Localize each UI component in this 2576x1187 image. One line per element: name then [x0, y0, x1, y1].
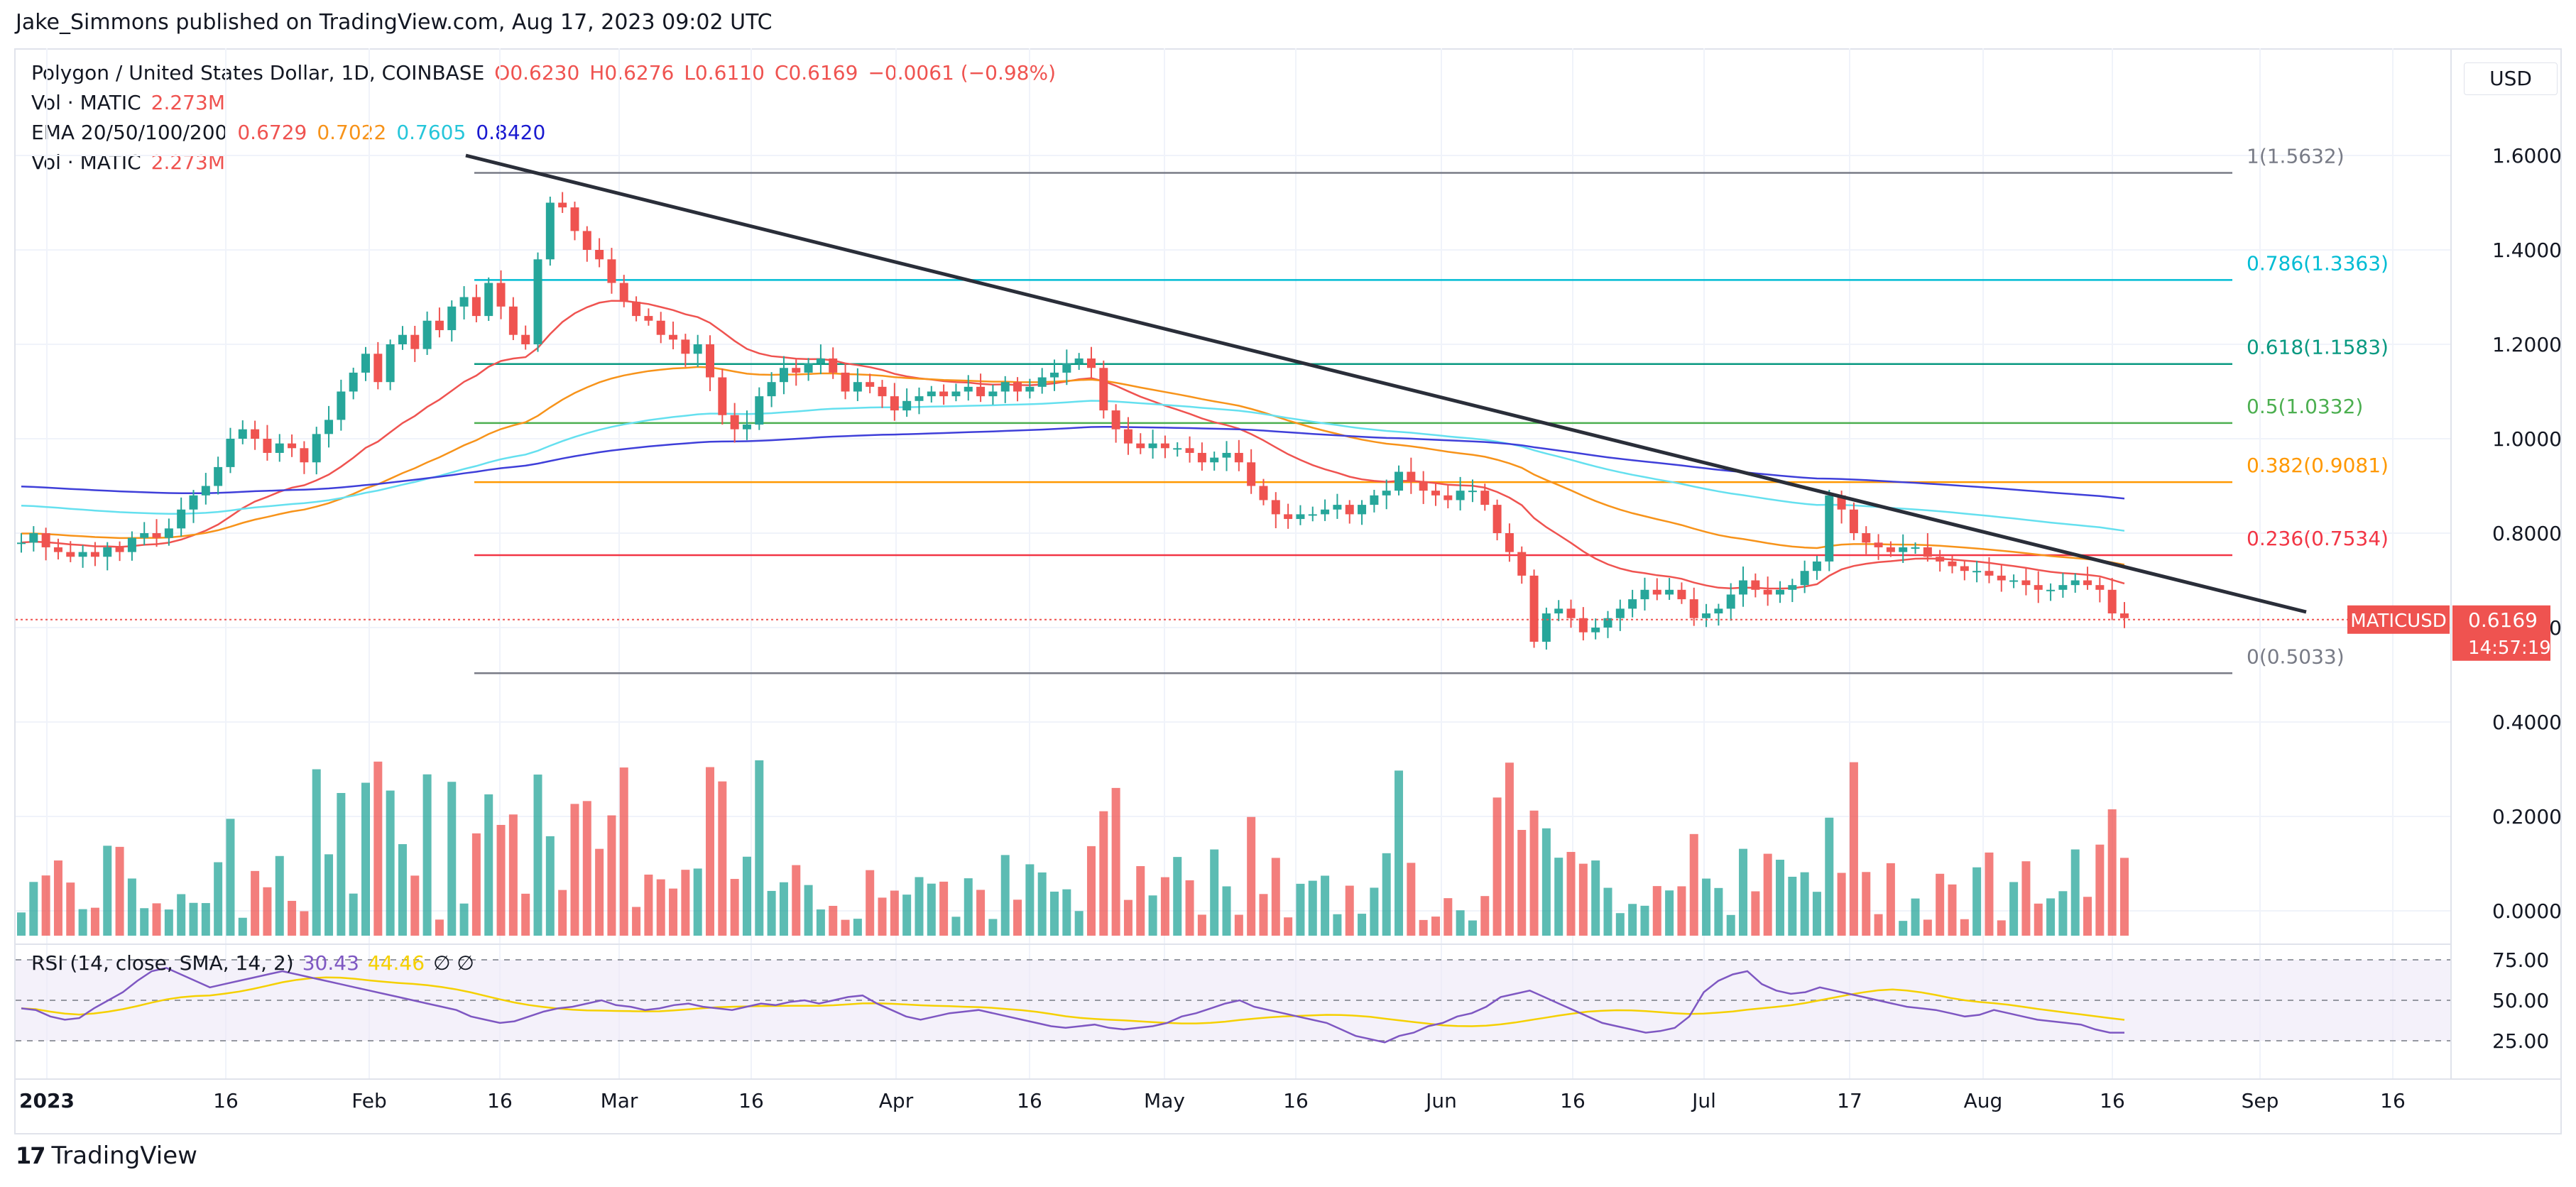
tradingview-logo-icon: 17 — [16, 1142, 46, 1169]
publisher-line: Jake_Simmons published on TradingView.co… — [16, 10, 773, 35]
volume-legend-2[interactable]: Vol · MATIC 2.273M — [31, 151, 235, 174]
volume-label: Vol · MATIC — [31, 91, 141, 114]
currency-button[interactable]: USD — [2464, 62, 2558, 95]
rsi-ma-value: 44.46 — [367, 951, 425, 975]
open-value: O0.6230 — [494, 61, 580, 84]
rsi-label: RSI (14, close, SMA, 14, 2) — [31, 951, 294, 975]
symbol-legend: Polygon / United States Dollar, 1D, COIN… — [31, 61, 1066, 84]
tradingview-brand: TradingView — [51, 1142, 197, 1170]
change-value: −0.0061 (−0.98%) — [868, 61, 1057, 84]
ema50-value: 0.7022 — [317, 121, 387, 144]
ema200-value: 0.8420 — [476, 121, 546, 144]
ema20-value: 0.6729 — [237, 121, 307, 144]
volume-legend[interactable]: Vol · MATIC 2.273M — [31, 91, 235, 114]
rsi-legend[interactable]: RSI (14, close, SMA, 14, 2) 30.43 44.46 ∅ ∅ — [31, 951, 483, 975]
tradingview-footer[interactable]: 17 TradingView — [16, 1142, 197, 1170]
ema-label: EMA 20/50/100/200 — [31, 121, 228, 144]
rsi-extra: ∅ ∅ — [433, 951, 474, 975]
ema100-value: 0.7605 — [396, 121, 466, 144]
chart-frame — [14, 48, 2562, 1134]
volume-value-2: 2.273M — [151, 151, 225, 174]
close-value: C0.6169 — [774, 61, 858, 84]
symbol-name[interactable]: Polygon / United States Dollar, 1D, COIN… — [31, 61, 485, 84]
ema-legend[interactable]: EMA 20/50/100/200 0.6729 0.7022 0.7605 0.842… — [31, 121, 555, 144]
volume-value: 2.273M — [151, 91, 225, 114]
low-value: L0.6110 — [684, 61, 765, 84]
rsi-value: 30.43 — [302, 951, 359, 975]
high-value: H0.6276 — [589, 61, 675, 84]
volume-label-2: Vol · MATIC — [31, 151, 141, 174]
